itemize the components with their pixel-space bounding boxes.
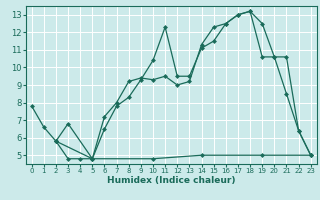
X-axis label: Humidex (Indice chaleur): Humidex (Indice chaleur): [107, 176, 236, 185]
